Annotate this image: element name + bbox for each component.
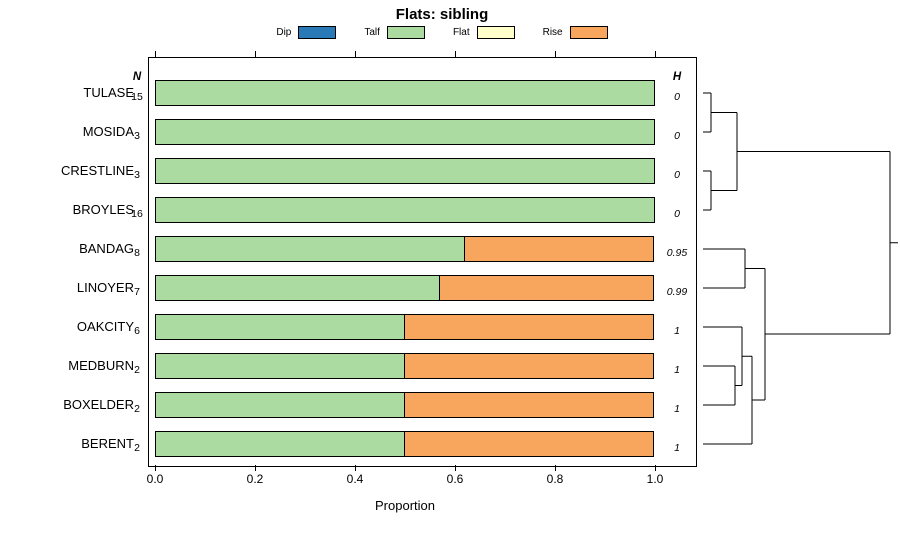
x-tick-label: 0.6 <box>446 472 464 486</box>
legend-item-rise: Rise <box>543 26 608 39</box>
bar-row <box>155 275 654 301</box>
category-label: MOSIDA <box>82 124 134 139</box>
bar-segment-rise <box>404 392 654 418</box>
h-value: 1 <box>674 403 680 415</box>
x-tick-label: 0.4 <box>346 472 364 486</box>
category-label: LINOYER <box>76 280 134 295</box>
bar-row <box>155 392 654 418</box>
x-tick-top <box>354 51 356 57</box>
x-tick-top <box>454 51 456 57</box>
h-column-header: H <box>672 71 682 83</box>
bar-segment-talf <box>155 236 465 262</box>
chart-title: Flats: sibling <box>395 6 489 23</box>
category-label: TULASE <box>83 85 134 100</box>
bar-segment-rise <box>404 353 654 379</box>
bar-row <box>155 314 654 340</box>
x-tick-bottom <box>354 465 356 471</box>
legend-item-flat: Flat <box>453 26 515 39</box>
x-tick-bottom <box>154 465 156 471</box>
n-value: 7 <box>134 286 140 298</box>
category-label: CRESTLINE <box>61 163 134 178</box>
x-tick-bottom <box>654 465 656 471</box>
bar-segment-rise <box>404 314 654 340</box>
dendrogram <box>703 92 898 445</box>
category-label: BROYLES <box>72 202 134 217</box>
legend-swatch-dip <box>298 26 337 39</box>
category-label: OAKCITY <box>76 319 134 334</box>
bar-row <box>155 158 655 184</box>
bar-row <box>155 119 655 145</box>
h-value: 0 <box>674 91 680 103</box>
legend-label: Flat <box>452 27 470 38</box>
h-value: 1 <box>674 364 680 376</box>
category-label: MEDBURN <box>68 358 134 373</box>
n-value: 2 <box>134 403 140 415</box>
bar-row <box>155 197 655 223</box>
category-label: BERENT <box>81 436 134 451</box>
x-tick-label: 1.0 <box>646 472 664 486</box>
legend-label: Dip <box>276 27 292 38</box>
x-tick-top <box>654 51 656 57</box>
h-value: 0 <box>674 208 680 220</box>
x-tick-label: 0.8 <box>546 472 564 486</box>
legend-swatch-talf <box>386 26 425 39</box>
bar-segment-talf <box>155 275 440 301</box>
x-tick-bottom <box>454 465 456 471</box>
bar-segment-rise <box>404 431 654 457</box>
n-value: 16 <box>131 208 143 220</box>
n-value: 3 <box>134 169 140 181</box>
n-value: 15 <box>131 91 143 103</box>
bar-segment-talf <box>155 353 405 379</box>
legend-label: Talf <box>364 27 380 38</box>
category-label: BANDAG <box>79 241 134 256</box>
x-tick-bottom <box>554 465 556 471</box>
n-value: 2 <box>134 442 140 454</box>
bar-row <box>155 353 654 379</box>
n-value: 8 <box>134 247 140 259</box>
plot-frame <box>148 57 697 467</box>
legend-swatch-rise <box>569 26 608 39</box>
x-tick-top <box>554 51 556 57</box>
bar-segment-rise <box>464 236 654 262</box>
n-value: 2 <box>134 364 140 376</box>
h-value: 1 <box>674 442 680 454</box>
h-value: 0 <box>674 169 680 181</box>
bar-row <box>155 80 655 106</box>
bar-segment-talf <box>155 197 655 223</box>
x-tick-bottom <box>254 465 256 471</box>
n-value: 3 <box>134 130 140 142</box>
legend-item-dip: Dip <box>276 26 337 39</box>
h-value: 0 <box>674 130 680 142</box>
legend: Dip Talf Flat Rise <box>0 26 884 39</box>
bar-segment-talf <box>155 80 655 106</box>
legend-item-talf: Talf <box>364 26 425 39</box>
x-tick-label: 0.0 <box>146 472 164 486</box>
bar-row <box>155 236 654 262</box>
x-axis-label: Proportion <box>375 498 435 513</box>
bar-segment-rise <box>439 275 654 301</box>
bar-segment-talf <box>155 119 655 145</box>
h-value: 1 <box>674 325 680 337</box>
x-tick-label: 0.2 <box>246 472 264 486</box>
h-value: 0.99 <box>666 286 688 298</box>
bar-segment-talf <box>155 314 405 340</box>
h-value: 0.95 <box>666 247 688 259</box>
bar-segment-talf <box>155 392 405 418</box>
n-value: 6 <box>134 325 140 337</box>
x-tick-top <box>254 51 256 57</box>
legend-label: Rise <box>542 27 563 38</box>
bar-segment-talf <box>155 158 655 184</box>
x-tick-top <box>154 51 156 57</box>
bar-segment-talf <box>155 431 405 457</box>
category-label: BOXELDER <box>63 397 134 412</box>
bar-row <box>155 431 654 457</box>
n-column-header: N <box>132 71 142 83</box>
legend-swatch-flat <box>476 26 515 39</box>
